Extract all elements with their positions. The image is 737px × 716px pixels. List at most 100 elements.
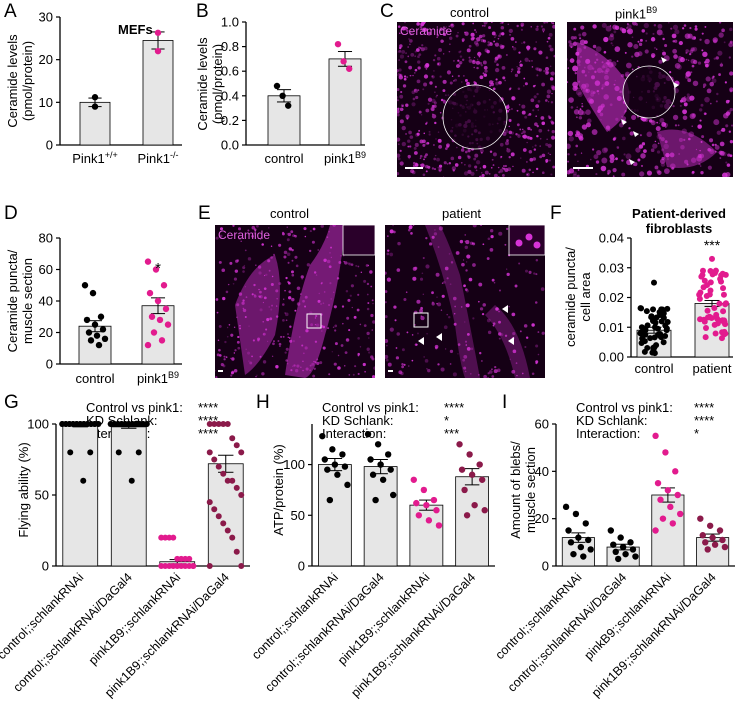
puncta [572, 65, 579, 72]
puncta [729, 89, 733, 93]
puncta [330, 246, 332, 249]
puncta [704, 38, 710, 45]
puncta [483, 24, 486, 27]
puncta [401, 49, 406, 54]
data-point [722, 321, 729, 328]
puncta [641, 29, 645, 33]
puncta [574, 72, 577, 75]
puncta [492, 322, 496, 325]
puncta [291, 273, 295, 277]
puncta [427, 102, 430, 105]
puncta [697, 61, 702, 65]
data-point [160, 282, 168, 289]
data-point [644, 344, 651, 351]
puncta [418, 129, 421, 132]
puncta [421, 44, 424, 47]
puncta [653, 23, 657, 27]
puncta [546, 89, 552, 94]
puncta [479, 175, 482, 177]
puncta [709, 81, 715, 87]
data-point [721, 328, 728, 335]
puncta [537, 353, 540, 356]
puncta [306, 263, 311, 267]
puncta [688, 137, 691, 141]
puncta [288, 296, 292, 300]
puncta [431, 75, 434, 78]
puncta [466, 332, 470, 336]
puncta [510, 107, 513, 111]
puncta [454, 163, 459, 167]
puncta [403, 77, 407, 81]
data-point [329, 446, 336, 453]
puncta [491, 158, 494, 161]
puncta [452, 59, 455, 62]
puncta [498, 171, 501, 174]
data-point [95, 341, 103, 349]
puncta [417, 332, 419, 335]
puncta [664, 140, 668, 144]
puncta [539, 145, 541, 147]
puncta [678, 56, 682, 60]
puncta [700, 140, 703, 143]
puncta [715, 100, 718, 103]
puncta [268, 269, 271, 272]
puncta [319, 361, 323, 365]
puncta [581, 111, 586, 115]
puncta [357, 337, 360, 340]
puncta [528, 168, 532, 172]
puncta [438, 169, 442, 173]
puncta [593, 154, 599, 160]
puncta [423, 46, 428, 51]
puncta [446, 163, 449, 165]
data-point [701, 277, 708, 284]
puncta [265, 273, 268, 276]
puncta [414, 142, 419, 147]
puncta [656, 29, 663, 36]
puncta [243, 264, 246, 267]
puncta [219, 234, 223, 238]
puncta [232, 225, 235, 227]
label-line: ATP/protein (%) [271, 444, 286, 536]
label-line: ceramide puncta/ [563, 247, 578, 347]
puncta [623, 153, 626, 156]
puncta [416, 132, 420, 136]
puncta [283, 255, 287, 259]
puncta [728, 56, 731, 59]
puncta [434, 344, 439, 349]
puncta [567, 58, 569, 61]
puncta [550, 120, 554, 124]
puncta [698, 162, 701, 166]
puncta [533, 95, 537, 99]
puncta [253, 283, 256, 287]
puncta [499, 168, 504, 173]
puncta [423, 74, 429, 79]
label-line: cell area [578, 272, 593, 322]
data-point [654, 325, 661, 332]
puncta [242, 299, 245, 302]
puncta [414, 343, 418, 347]
puncta [654, 165, 659, 170]
puncta [504, 243, 507, 246]
data-point [233, 484, 240, 491]
y-tick-label: 0 [46, 357, 53, 372]
puncta [422, 27, 425, 29]
puncta [437, 246, 440, 248]
puncta [443, 99, 446, 102]
data-point [331, 461, 339, 468]
significance-marker: * [155, 260, 161, 277]
data-point [704, 314, 711, 321]
panel-e-title-control: control [270, 206, 310, 221]
bar [409, 504, 444, 567]
puncta [385, 315, 388, 319]
puncta [589, 158, 592, 161]
puncta [635, 147, 641, 153]
puncta [492, 87, 496, 91]
data-point [369, 471, 377, 478]
data-point [713, 311, 720, 318]
puncta [418, 53, 422, 57]
data-point [585, 536, 592, 544]
data-point [650, 306, 657, 313]
x-tick-label: control;;schlankRNAi [0, 570, 86, 662]
puncta [385, 344, 388, 347]
data-point [565, 527, 572, 534]
